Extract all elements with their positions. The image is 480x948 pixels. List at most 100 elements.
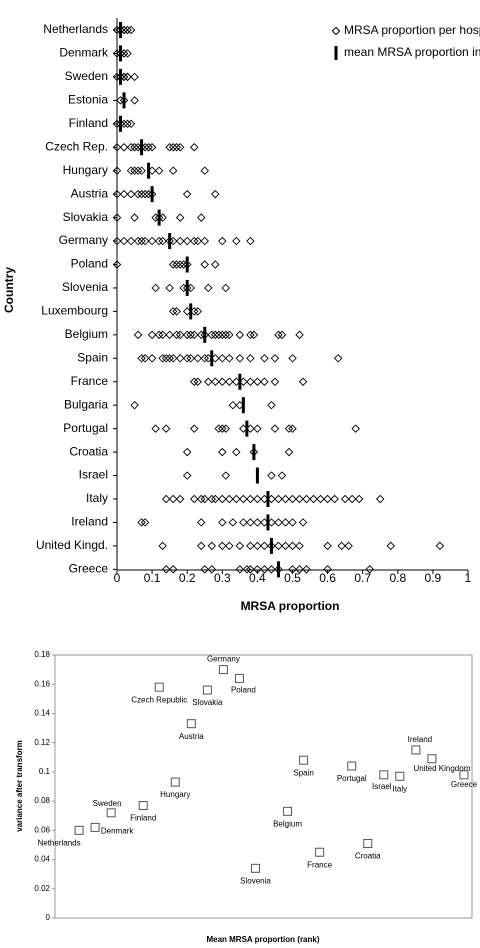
hospital-point	[147, 143, 157, 152]
hospital-point	[126, 143, 136, 152]
x-tick-label: 0.8	[389, 571, 406, 585]
x-tick-label: 0.3	[214, 571, 231, 585]
x-tick-label: 0.1	[144, 571, 161, 585]
hospital-point	[211, 330, 220, 340]
hospital-point	[200, 260, 209, 269]
country-point	[202, 685, 212, 695]
point-label: Belgium	[273, 819, 302, 828]
hospital-point	[182, 236, 192, 246]
hospital-point	[172, 307, 181, 316]
point-label: Slovenia	[240, 876, 271, 885]
hospital-point	[221, 283, 231, 293]
country-point	[411, 745, 421, 755]
point-label: Netherlands	[37, 838, 80, 847]
hospital-point	[165, 354, 174, 363]
hospital-point	[253, 494, 262, 504]
hospital-point	[277, 471, 287, 480]
hospital-point	[235, 354, 245, 363]
hospital-point	[218, 424, 227, 433]
hospital-point	[253, 518, 262, 527]
hospital-point	[151, 283, 160, 293]
category-label: Belgium	[65, 327, 108, 341]
hospital-point	[133, 189, 143, 199]
hospital-point	[193, 377, 202, 386]
hospital-point	[137, 518, 146, 527]
country-point	[379, 770, 389, 780]
country-mean	[210, 350, 214, 367]
hospital-point	[302, 494, 311, 504]
hospital-point	[189, 377, 199, 386]
hospital-point	[189, 494, 199, 504]
hospital-point	[344, 541, 353, 551]
hospital-point	[218, 330, 227, 340]
country-mean	[122, 92, 126, 109]
hospital-point	[189, 236, 199, 246]
y-tick-label: 0.08	[34, 796, 50, 805]
hospital-point	[161, 424, 171, 433]
country-point	[74, 825, 84, 835]
hospital-point	[126, 166, 136, 175]
hospital-point	[239, 518, 248, 527]
point-label: Greece	[451, 780, 478, 789]
hospital-point	[172, 143, 181, 152]
hospital-point	[253, 424, 262, 433]
hospital-point	[126, 25, 136, 35]
y-tick-label: 0.02	[34, 884, 50, 893]
hospital-point	[158, 236, 167, 246]
hospital-point	[221, 424, 231, 433]
hospital-point	[386, 541, 396, 551]
hospital-point	[270, 354, 280, 363]
hospital-point	[168, 565, 178, 574]
country-point	[186, 719, 196, 729]
hospital-point	[218, 377, 227, 386]
hospital-point	[158, 354, 167, 363]
category-label: Slovakia	[63, 210, 109, 224]
hospital-point	[175, 330, 185, 340]
hospital-point	[225, 377, 234, 386]
hospital-point	[246, 518, 255, 527]
hospital-point	[200, 494, 209, 504]
country-point	[395, 771, 405, 781]
category-label: Finland	[69, 116, 108, 130]
y-axis-title: variance after transform	[15, 740, 24, 832]
country-point	[250, 863, 260, 873]
hospital-point	[123, 72, 132, 82]
point-label: Portugal	[337, 774, 367, 783]
country-mean	[150, 186, 154, 203]
x-tick-label: 0.4	[249, 571, 266, 585]
hospital-point	[161, 354, 171, 363]
y-tick-label: 0.14	[34, 709, 50, 718]
hospital-point	[126, 236, 136, 246]
hospital-point	[270, 424, 280, 433]
country-point	[154, 682, 164, 692]
hospital-point	[140, 189, 150, 199]
hospital-point	[200, 565, 209, 574]
hospital-point	[123, 25, 132, 35]
hospital-point	[260, 354, 269, 363]
hospital-point	[295, 330, 304, 340]
hospital-point	[130, 166, 139, 175]
hospital-point	[340, 494, 350, 504]
hospital-point	[302, 565, 311, 574]
hospital-point	[200, 166, 209, 175]
hospital-point	[158, 541, 167, 551]
country-point	[234, 673, 244, 683]
hospital-point	[218, 236, 227, 246]
hospital-point	[165, 283, 174, 293]
hospital-point	[225, 494, 234, 504]
hospital-point	[175, 354, 185, 363]
hospital-point	[172, 260, 181, 269]
hospital-point	[365, 565, 374, 574]
hospital-point	[295, 494, 304, 504]
hospital-point	[347, 494, 357, 504]
hospital-point	[112, 166, 122, 175]
hospital-point	[267, 565, 276, 574]
hospital-point	[147, 354, 157, 363]
hospital-point	[225, 541, 234, 551]
hospital-point	[267, 471, 276, 480]
country-point	[106, 808, 116, 818]
category-label: Croatia	[69, 444, 108, 458]
hospital-point	[147, 236, 157, 246]
x-axis-title: MRSA proportion	[241, 599, 340, 613]
hospital-point	[288, 354, 297, 363]
